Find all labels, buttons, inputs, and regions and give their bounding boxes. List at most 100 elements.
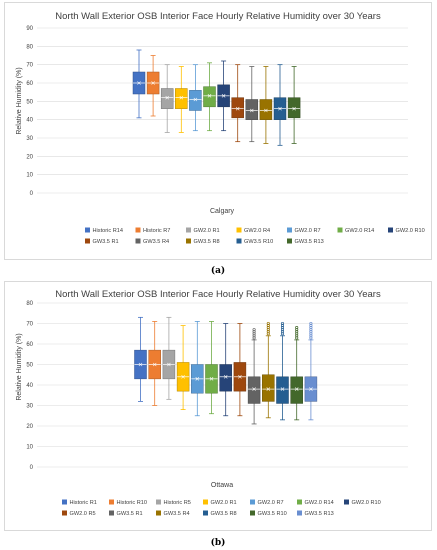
box-iqr [290, 376, 303, 404]
y-tick-label: 80 [26, 301, 33, 307]
mean-marker [181, 374, 185, 379]
legend-label: GW3.5 R13 [305, 511, 334, 517]
y-tick-label: 70 [26, 63, 33, 69]
legend-label: GW2.0 R7 [258, 500, 284, 506]
chart-a-ylabel: Relative Humidity (%) [16, 67, 23, 134]
legend-label: Historic R5 [164, 500, 191, 506]
box-iqr [175, 88, 188, 109]
y-tick-label: 10 [26, 445, 33, 451]
y-tick-label: 30 [26, 136, 33, 142]
legend-item: GW2.0 R10 [344, 499, 381, 506]
box-iqr [287, 97, 301, 119]
chart-b-plot: 0 10 20 30 40 50 60 70 80 [26, 301, 408, 471]
legend-item: GW3.5 R8 [186, 238, 220, 245]
legend-item: Historic R14 [85, 227, 123, 234]
outlier-point [309, 321, 313, 326]
box-iqr [160, 88, 174, 109]
chart-b-xlabel: Ottawa [211, 482, 233, 489]
outlier-point [252, 334, 256, 338]
mean-marker [264, 108, 268, 113]
outlier-point [252, 328, 256, 332]
y-tick-label: 70 [26, 322, 33, 328]
y-tick-label: 40 [26, 118, 33, 124]
mean-marker [137, 81, 141, 85]
box-historic-r10 [148, 321, 161, 406]
outlier-point [280, 332, 285, 336]
y-tick-label: 10 [26, 173, 33, 179]
legend-swatch [135, 227, 141, 233]
legend-item: GW2.0 R1 [203, 499, 237, 506]
legend-item: GW3.5 R13 [297, 510, 334, 517]
mean-marker [179, 95, 184, 100]
box-historic-r7 [146, 55, 160, 117]
caption-b: (b) [211, 537, 226, 548]
legend-label: GW2.0 R1 [194, 228, 220, 234]
outlier-point [309, 334, 313, 338]
box-historic-r1 [134, 316, 147, 402]
box-gw3-5-r13 [287, 66, 301, 144]
box-iqr [231, 97, 244, 119]
legend-label: Historic R7 [143, 228, 170, 234]
legend-swatch [62, 499, 67, 505]
outlier-point [252, 332, 256, 336]
legend-swatch [186, 227, 191, 233]
legend-item: GW2.0 R14 [337, 227, 374, 234]
legend-label: GW2.0 R10 [396, 228, 425, 234]
box-gw3-5-r1 [247, 328, 261, 425]
box-gw2-0-r10 [217, 60, 230, 132]
box-iqr [245, 99, 259, 120]
outlier-point [309, 328, 313, 332]
legend-item: GW2.0 R14 [297, 499, 334, 506]
legend-swatch [109, 510, 114, 516]
box-gw2-0-r7 [189, 64, 202, 132]
legend-label: GW3.5 R4 [143, 239, 169, 245]
box-iqr [219, 364, 232, 392]
legend-swatch [236, 227, 242, 233]
box-gw3-5-r4 [262, 321, 275, 419]
outlier-point [309, 323, 313, 328]
mean-marker [249, 108, 254, 113]
legend-label: GW3.5 R8 [211, 511, 237, 517]
box-gw2-0-r14 [205, 321, 218, 415]
legend-swatch [203, 499, 208, 505]
legend-swatch [186, 238, 191, 244]
chart-b-frame [4, 281, 432, 531]
legend-swatch [85, 227, 90, 233]
mean-marker [252, 387, 256, 391]
box-iqr [203, 86, 216, 108]
legend-label: GW3.5 R10 [244, 239, 273, 245]
chart-b-title: North Wall Exterior OSB Interior Face Ho… [55, 289, 381, 300]
legend-label: GW3.5 R1 [117, 511, 143, 517]
box-historic-r14 [132, 49, 146, 119]
box-historic-r5 [162, 316, 176, 400]
legend-item: GW3.5 R1 [85, 238, 119, 245]
y-tick-label: 0 [30, 465, 34, 471]
legend-swatch [250, 510, 255, 516]
legend-swatch [236, 238, 242, 244]
box-gw3-5-r8 [276, 321, 289, 421]
outlier-point [295, 326, 299, 330]
box-gw2-0-r5 [233, 323, 247, 417]
y-tick-label: 0 [30, 191, 34, 197]
legend-swatch [287, 238, 292, 244]
legend-item: GW2.0 R1 [186, 227, 220, 234]
legend-label: GW2.0 R10 [352, 500, 381, 506]
mean-marker [278, 106, 282, 111]
legend-item: Historic R5 [156, 499, 191, 506]
mean-marker [309, 387, 313, 391]
legend-label: GW2.0 R1 [211, 500, 237, 506]
y-tick-label: 90 [26, 26, 33, 32]
legend-item: Historic R7 [135, 227, 170, 234]
box-iqr [247, 376, 261, 404]
mean-marker [193, 97, 198, 102]
y-tick-label: 20 [26, 424, 33, 430]
box-iqr [259, 99, 273, 120]
legend-swatch [297, 510, 302, 516]
legend-item: Historic R1 [62, 499, 97, 506]
legend-label: GW2.0 R5 [70, 511, 96, 517]
legend-label: Historic R10 [117, 500, 147, 506]
mean-marker [152, 362, 157, 367]
mean-marker [221, 94, 226, 98]
mean-marker [209, 377, 214, 381]
